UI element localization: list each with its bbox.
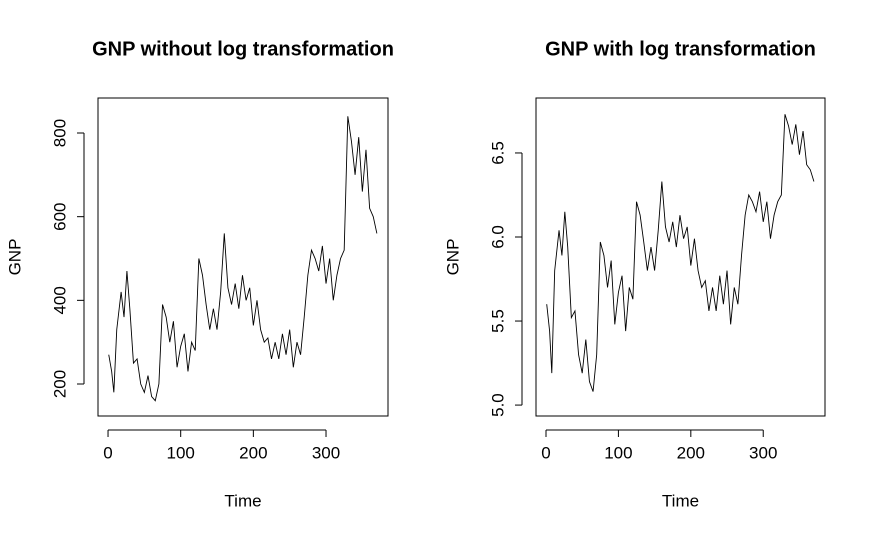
y-tick-label: 400 (50, 286, 69, 314)
x-axis-label: Time (224, 491, 261, 510)
y-axis-label: GNP (443, 239, 462, 276)
y-tick-label: 5.5 (488, 309, 507, 333)
x-tick-label: 300 (749, 443, 777, 462)
x-tick-label: 0 (103, 443, 112, 462)
plot-frame (97, 97, 389, 417)
x-tick-label: 200 (677, 443, 705, 462)
chart-title: GNP with log transformation (545, 38, 816, 60)
y-tick-label: 6.0 (488, 225, 507, 249)
x-axis-label: Time (662, 491, 699, 510)
x-tick-label: 100 (604, 443, 632, 462)
data-line (546, 114, 815, 392)
y-tick-label: 5.0 (488, 393, 507, 417)
y-axis-label: GNP (5, 239, 24, 276)
y-tick-label: 200 (50, 370, 69, 398)
y-tick-label: 800 (50, 119, 69, 147)
chart-title: GNP without log transformation (92, 38, 394, 60)
data-line (108, 116, 378, 402)
plot-frame (535, 97, 826, 417)
x-tick-label: 0 (541, 443, 550, 462)
y-tick-label: 6.5 (488, 141, 507, 165)
x-tick-label: 200 (239, 443, 267, 462)
y-tick-label: 600 (50, 202, 69, 230)
x-tick-label: 300 (312, 443, 340, 462)
x-tick-label: 100 (167, 443, 195, 462)
